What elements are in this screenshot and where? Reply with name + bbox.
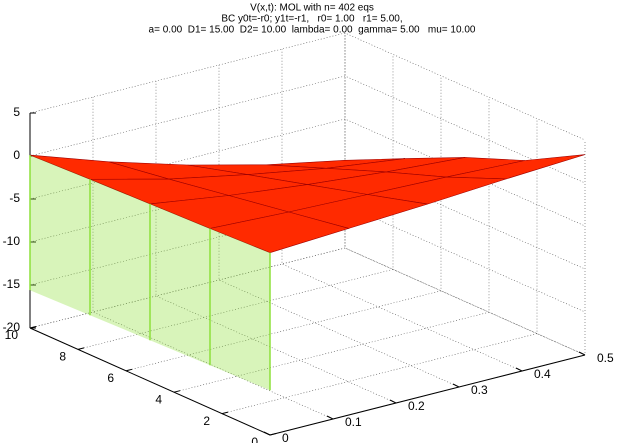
grid-line — [221, 118, 538, 414]
t-tick-label: 4 — [155, 392, 162, 406]
grid-line — [29, 75, 586, 184]
t-tick — [77, 347, 85, 350]
x-tick — [515, 367, 523, 372]
t-tick — [173, 390, 181, 393]
x-tick — [578, 351, 586, 356]
x-axis — [269, 354, 586, 436]
z-tick-label: -20 — [3, 320, 21, 334]
grid-line — [155, 81, 397, 404]
grid-line — [29, 33, 346, 329]
grid-line — [77, 54, 394, 350]
t-tick-label: 2 — [203, 414, 210, 428]
z-tick-label: -15 — [3, 277, 21, 291]
grid-line — [344, 33, 586, 356]
t-tick — [29, 326, 37, 329]
t-tick — [221, 411, 229, 415]
x-tick — [389, 399, 397, 404]
x-tick — [263, 431, 271, 436]
grid-line — [125, 75, 442, 372]
z-tick-label: -10 — [3, 234, 21, 248]
t-tick — [269, 433, 277, 436]
surface-patch — [208, 211, 350, 254]
chart-subtitle: BC y0t=-r0; y1t=-r1, r0= 1.00 r1= 5.00, — [221, 14, 402, 25]
x-tick-label: 0.4 — [534, 367, 551, 381]
t-tick-label: 10 — [5, 328, 19, 342]
t-tick-label: 0 — [251, 435, 258, 443]
x-tick-label: 0.1 — [345, 415, 362, 429]
t-tick-label: 6 — [107, 371, 114, 385]
z-tick-label: 5 — [13, 105, 20, 119]
t-axis — [29, 327, 271, 436]
chart-title: V(x,t): MOL with n= 402 eqs — [250, 3, 374, 14]
t-tick — [125, 368, 133, 372]
grid-line — [29, 32, 586, 141]
grid-line — [92, 97, 334, 420]
grid-line — [218, 65, 460, 388]
x-tick — [326, 415, 334, 420]
x-tick-label: 0 — [282, 431, 289, 443]
x-tick — [452, 383, 460, 388]
x-tick-label: 0.2 — [408, 399, 425, 413]
z-tick-label: -5 — [9, 191, 20, 205]
z-tick-label: 0 — [13, 148, 20, 162]
t-tick-label: 8 — [59, 350, 66, 364]
chart-subtitle: a= 0.00 D1= 15.00 D2= 10.00 lambda= 0.00… — [149, 25, 476, 36]
grid-line — [281, 49, 523, 372]
x-tick-label: 0.3 — [471, 383, 488, 397]
x-tick-label: 0.5 — [597, 351, 614, 365]
